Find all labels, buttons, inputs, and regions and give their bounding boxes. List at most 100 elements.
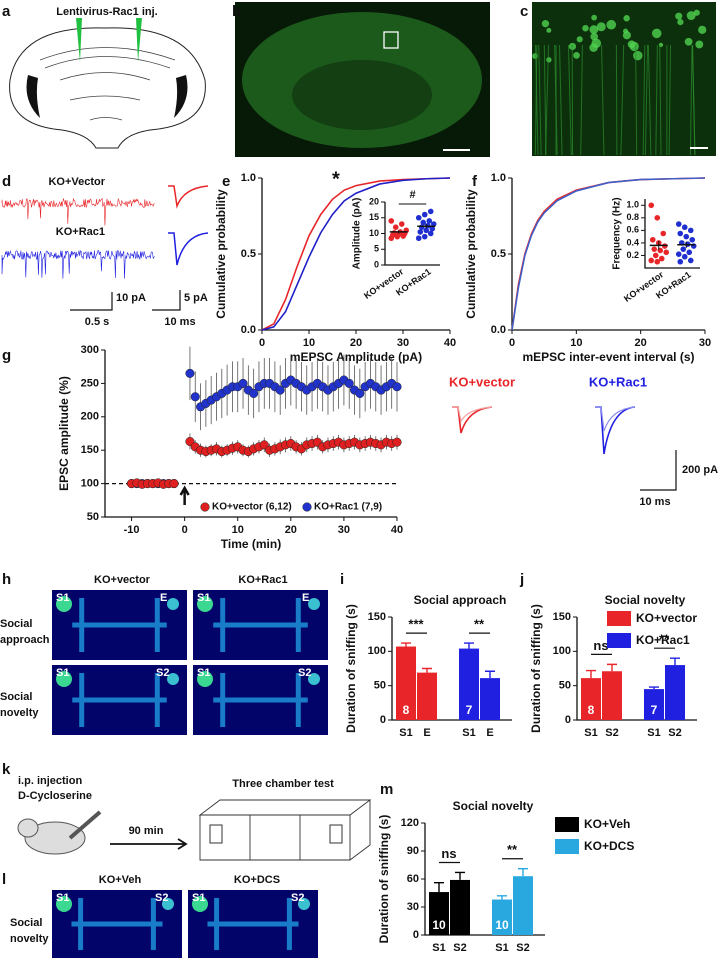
y-tick-label: 150 [368,611,386,623]
point [169,479,179,489]
h-row: novelty [0,707,39,719]
point [660,230,667,237]
point [649,236,656,243]
category-label: S2 [453,942,466,954]
brain-line [39,47,176,121]
dendrite [647,44,652,156]
significance: ** [507,842,518,857]
axis [104,350,397,518]
panel-letter: c [520,3,528,20]
point [344,378,354,388]
legend-swatch [607,611,631,626]
point [654,258,661,265]
cdf-line [261,177,451,331]
y-tick-label: 5 [374,244,379,254]
mean-trace [452,406,493,434]
y-tick-label: 0.5 [241,248,256,260]
y-tick-label: 150 [553,611,571,623]
x-axis-label: mEPSC Amplitude (pA) [290,350,422,364]
arrow [110,838,188,850]
cell [695,40,704,49]
point [190,392,200,402]
dendrite [644,44,649,156]
point [238,378,248,388]
dendrite [635,44,638,156]
heatmap-track [207,898,299,950]
x-tick-label: 0 [182,524,188,536]
legend-swatch [555,817,579,832]
k-text: D-Cycloserine [18,790,92,802]
point [392,224,399,230]
x-axis-label: mEPSC inter-event interval (s) [522,350,694,364]
category-label: S1 [584,727,597,739]
bar [459,648,479,720]
heatmap-label: S1 [56,667,69,679]
error-bar [670,657,680,666]
y-tick-label: 50 [374,680,386,692]
g-scale: 200 pA [682,464,718,476]
cell [541,19,550,28]
y-tick-label: 1.0 [491,172,506,184]
point [427,230,434,237]
point [420,219,427,226]
error-bar [455,871,465,880]
y-tick-label: 10 [369,228,379,238]
cdf-line [511,177,706,331]
mean-trace [595,406,636,432]
heatmap-hot [167,673,179,685]
heatmap-track [213,673,308,727]
bar [450,879,470,935]
trace [1,250,155,279]
annotation: # [409,189,415,201]
x-tick-label: 0 [259,337,265,349]
bar [429,892,449,935]
d-scale: 0.5 s [85,316,109,328]
category-label: E [486,727,493,739]
x-tick-label: 30 [699,337,711,349]
point [415,214,422,221]
chart-title: Social approach [414,593,507,607]
heatmap-label: S2 [291,892,304,904]
cell [629,41,639,52]
category-label: S2 [668,727,681,739]
x-tick-label: 20 [635,337,647,349]
significance: ** [474,617,485,632]
dendrite [668,44,671,156]
g-trace-label: KO+Rac1 [589,374,647,389]
y-tick-label: 50 [87,511,99,523]
y-tick-label: 20 [369,196,379,206]
dendrite [567,44,572,156]
a-title: Lentivirus-Rac1 inj. [56,6,157,18]
point [275,385,285,395]
y-tick-label: 100 [81,478,99,490]
g-trace-label: KO+vector [449,374,515,389]
dendrite [615,44,618,156]
bar [492,899,512,935]
point [675,221,682,227]
y-axis-label: EPSC amplitude (%) [57,376,71,491]
dendrite [689,44,693,156]
point [398,221,405,227]
point [677,258,684,265]
point [648,257,655,264]
x-tick-label: 0 [509,337,515,349]
dendrite [554,44,558,156]
point [648,202,655,209]
cell [684,37,693,46]
y-tick-label: 100 [368,645,386,657]
error-bar [649,686,659,690]
heatmap-hot [308,598,320,610]
legend-label: KO+DCS [584,839,634,853]
y-tick-label: 60 [407,873,419,885]
y-tick-label: 30 [407,901,419,913]
dendrite [535,44,539,156]
point [687,227,694,234]
cell [596,22,606,32]
d-scale: 10 pA [116,292,146,304]
dendrite [659,44,662,156]
heatmap-hot [167,598,179,610]
chart-title: Social novelty [453,799,534,813]
chamber-box [198,799,372,861]
